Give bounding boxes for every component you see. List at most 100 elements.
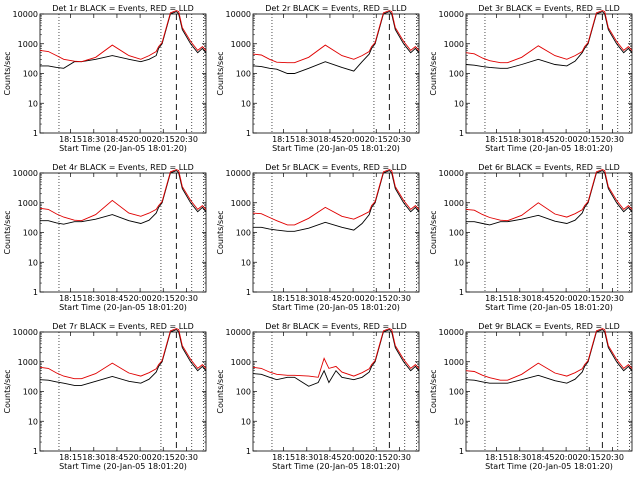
x-axis-label: Start Time (20-Jan-05 18:01:20) [485,303,613,312]
y-tick-label: 1000 [231,199,251,208]
x-tick-label: 18:15 [485,453,508,462]
panel-title: Det 8r BLACK = Events, RED = LLD [265,322,407,331]
x-tick-label: 18:15 [272,453,295,462]
panel-det-5: Det 5r BLACK = Events, RED = LLD 10000 100… [216,163,420,312]
y-tick-label: 10 [28,417,38,426]
x-tick-label: 20:30 [601,135,624,144]
panel-det-7: Det 7r BLACK = Events, RED = LLD 10000 100… [3,322,207,471]
series-line-lld [465,169,633,222]
x-axis-label: Start Time (20-Jan-05 18:01:20) [485,462,613,471]
panel-title: Det 6r BLACK = Events, RED = LLD [478,163,620,172]
x-axis-label: Start Time (20-Jan-05 18:01:20) [59,144,187,153]
x-tick-label: 20:00 [129,135,152,144]
plot-frame [39,13,207,134]
y-tick-label: 1 [33,447,38,456]
x-tick-label: 20:30 [388,294,411,303]
y-tick-label: 10000 [13,328,38,337]
x-tick-label: 20:00 [342,135,365,144]
x-tick-label: 20:15 [365,294,388,303]
y-tick-label: 1000 [18,40,38,49]
panel-det-8: Det 8r BLACK = Events, RED = LLD 10000 100… [216,322,420,471]
series-line-events [465,11,633,69]
x-tick-label: 18:45 [531,135,554,144]
series-line-events [40,11,207,69]
x-tick-label: 20:00 [555,294,578,303]
x-axis-label: Start Time (20-Jan-05 18:01:20) [59,303,187,312]
x-tick-label: 18:30 [295,135,318,144]
plot-frame [465,172,633,293]
panel-det-2: Det 2r BLACK = Events, RED = LLD 10000 100… [216,4,420,153]
x-axis-label: Start Time (20-Jan-05 18:01:20) [485,144,613,153]
y-tick-label: 1000 [231,358,251,367]
y-tick-label: 100 [23,229,38,238]
series-line-lld [465,10,633,64]
x-tick-label: 18:45 [318,453,341,462]
y-tick-label: 10000 [226,328,251,337]
x-tick-label: 18:30 [295,453,318,462]
x-axis-label: Start Time (20-Jan-05 18:01:20) [272,144,400,153]
x-tick-label: 18:45 [105,135,128,144]
panel-title: Det 5r BLACK = Events, RED = LLD [265,163,407,172]
panel-title: Det 9r BLACK = Events, RED = LLD [478,322,620,331]
x-tick-label: 20:15 [578,135,601,144]
x-tick-label: 18:45 [105,294,128,303]
x-tick-label: 20:00 [342,453,365,462]
series-line-events [39,329,207,386]
y-tick-label: 100 [236,70,251,79]
x-tick-label: 20:30 [388,135,411,144]
y-tick-label: 10000 [439,10,464,19]
y-tick-label: 1000 [444,358,464,367]
y-tick-label: 1000 [444,199,464,208]
y-tick-label: 100 [23,70,38,79]
y-axis-label: Counts/sec [216,51,225,95]
x-tick-label: 20:30 [175,453,198,462]
y-tick-label: 10 [241,99,251,108]
x-tick-label: 18:15 [272,135,295,144]
x-tick-label: 18:15 [485,135,508,144]
series-line-events [252,329,420,387]
x-tick-label: 20:30 [175,294,198,303]
series-line-events [466,170,633,226]
plot-frame [39,331,207,452]
plot-frame [252,13,420,134]
x-tick-label: 18:45 [105,453,128,462]
panel-det-1: Det 1r BLACK = Events, RED = LLD 10000 100… [3,4,207,153]
series-line-lld [39,169,207,222]
x-tick-label: 20:15 [365,453,388,462]
series-line-lld [252,328,420,378]
y-tick-label: 1 [33,288,38,297]
x-tick-label: 20:00 [555,453,578,462]
y-tick-label: 10000 [226,10,251,19]
y-tick-label: 10 [241,417,251,426]
y-tick-label: 100 [23,388,38,397]
y-tick-label: 100 [236,229,251,238]
x-tick-label: 20:00 [129,453,152,462]
series-line-lld [465,328,633,381]
y-axis-label: Counts/sec [216,369,225,413]
y-tick-label: 1000 [18,199,38,208]
y-axis-label: Counts/sec [429,210,438,254]
y-tick-label: 10 [241,258,251,267]
y-tick-label: 10 [454,258,464,267]
y-axis-label: Counts/sec [3,210,12,254]
x-axis-label: Start Time (20-Jan-05 18:01:20) [59,462,187,471]
x-tick-label: 18:45 [531,453,554,462]
x-tick-label: 18:15 [59,453,82,462]
plot-frame [252,331,420,452]
y-tick-label: 10000 [226,169,251,178]
y-axis-label: Counts/sec [3,369,12,413]
x-tick-label: 20:15 [365,135,388,144]
x-tick-label: 18:30 [82,135,105,144]
plot-frame [465,331,633,452]
x-tick-label: 20:00 [555,135,578,144]
x-tick-label: 18:30 [508,135,531,144]
x-tick-label: 18:30 [508,294,531,303]
x-tick-label: 20:00 [129,294,152,303]
x-axis-label: Start Time (20-Jan-05 18:01:20) [272,462,400,471]
y-tick-label: 100 [449,388,464,397]
y-tick-label: 100 [236,388,251,397]
x-tick-label: 20:15 [152,294,175,303]
y-tick-label: 1000 [18,358,38,367]
y-tick-label: 1 [246,447,251,456]
x-tick-label: 20:30 [175,135,198,144]
